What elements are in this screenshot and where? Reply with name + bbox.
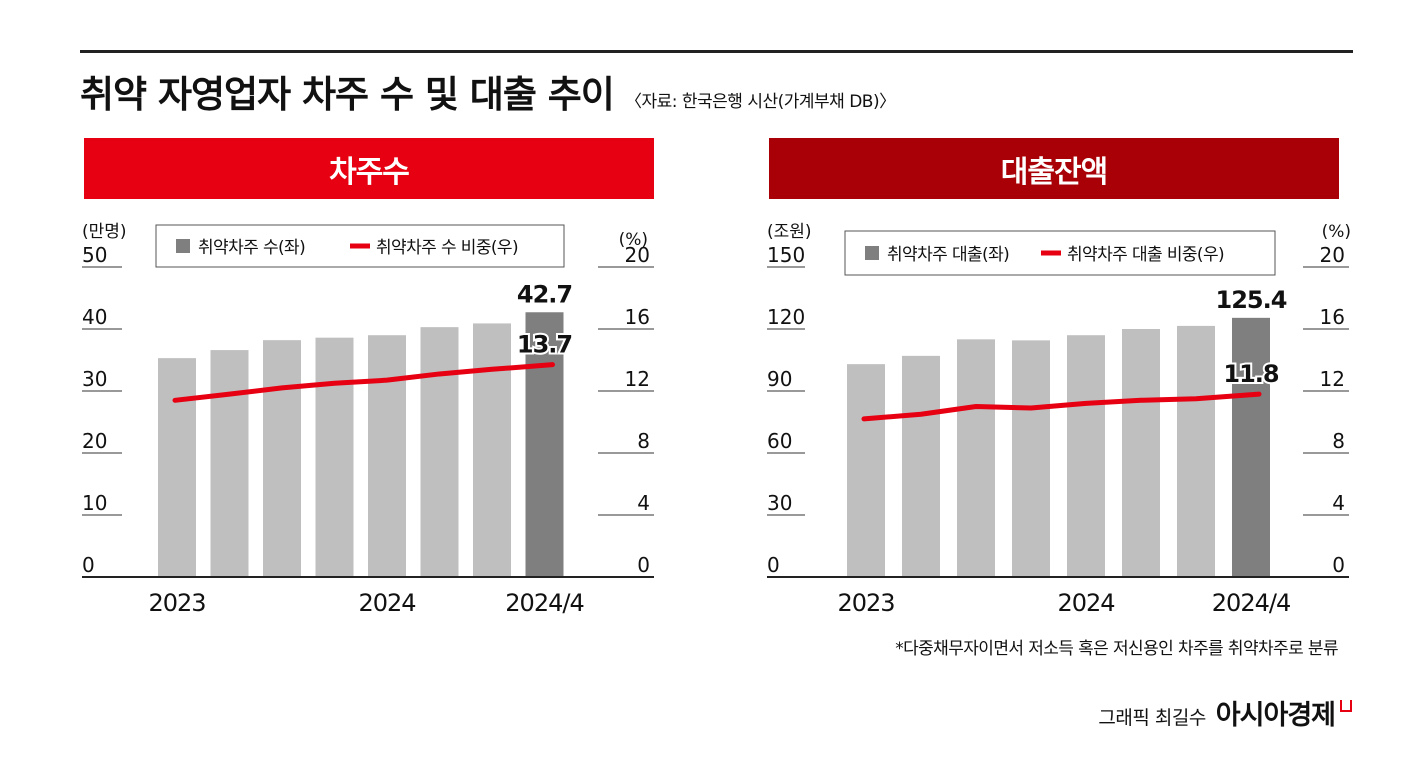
right-axis-unit: (%) <box>619 230 648 250</box>
x-tick-label: 2023 <box>837 589 894 617</box>
right-axis-unit: (%) <box>1322 222 1351 242</box>
brand-mark-icon <box>1340 700 1352 712</box>
bar <box>1232 317 1270 577</box>
source-note: 〈자료: 한국은행 시산(가계부채 DB)〉 <box>624 92 896 112</box>
bar <box>420 327 459 577</box>
bar <box>263 340 301 577</box>
left-tick-label: 30 <box>767 491 792 515</box>
left-tick-label: 120 <box>767 305 805 329</box>
line-data-label: 13.7 <box>517 331 572 359</box>
bar <box>847 364 885 577</box>
legend-bar-swatch <box>176 239 190 253</box>
left-tick-label: 0 <box>82 553 95 577</box>
page-title: 취약 자영업자 차주 수 및 대출 추이 <box>80 73 615 116</box>
x-tick-label: 2024/4 <box>1212 589 1290 617</box>
left-tick-label: 40 <box>82 305 107 329</box>
legend-line-label: 취약차주 수 비중(우) <box>376 238 518 258</box>
bar <box>957 339 995 577</box>
x-tick-label: 2024/4 <box>505 589 583 617</box>
left-tick-label: 150 <box>767 243 805 267</box>
bar <box>473 323 511 577</box>
legend-bar-label: 취약차주 수(좌) <box>198 238 305 258</box>
left-tick-label: 50 <box>82 243 107 267</box>
title-area: 취약 자영업자 차주 수 및 대출 추이 〈자료: 한국은행 시산(가계부채 D… <box>80 64 1353 120</box>
legend-bar-label: 취약차주 대출(좌) <box>887 245 1009 265</box>
left-axis-unit: (만명) <box>82 222 127 242</box>
credit-area: 그래픽 최길수 아시아경제 <box>1098 693 1352 732</box>
right-tick-label: 0 <box>637 553 650 577</box>
left-tick-label: 90 <box>767 367 792 391</box>
bar <box>1012 340 1050 577</box>
left-tick-label: 0 <box>767 553 780 577</box>
x-tick-label: 2024 <box>358 589 415 617</box>
right-tick-label: 20 <box>1320 243 1345 267</box>
bar <box>158 358 196 577</box>
brand-logo: 아시아경제 <box>1215 700 1336 731</box>
right-tick-label: 16 <box>625 305 650 329</box>
right-tick-label: 8 <box>1332 429 1345 453</box>
left-tick-label: 10 <box>82 491 107 515</box>
left-tick-label: 30 <box>82 367 107 391</box>
bar <box>315 337 354 577</box>
x-tick-label: 2024 <box>1057 589 1114 617</box>
x-tick-label: 2023 <box>148 589 205 617</box>
right-tick-label: 16 <box>1320 305 1345 329</box>
footnote: *다중채무자이면서 저소득 혹은 저신용인 차주를 취약차주로 분류 <box>895 639 1338 659</box>
left-tick-label: 60 <box>767 429 792 453</box>
right-tick-label: 8 <box>637 429 650 453</box>
right-tick-label: 0 <box>1332 553 1345 577</box>
right-tick-label: 12 <box>625 367 650 391</box>
bar <box>1067 335 1105 577</box>
bar-data-label: 125.4 <box>1216 286 1287 314</box>
left-tick-label: 20 <box>82 429 107 453</box>
chart-loan-balance: (조원) (%) 0 30 60 90 120 150 0 4 8 12 16 20 125.4 11.8 20… <box>767 222 1351 617</box>
legend-bar-swatch <box>865 246 879 260</box>
series-line <box>172 362 555 403</box>
bar-data-label: 42.7 <box>517 280 572 308</box>
right-tick-label: 12 <box>1320 367 1345 391</box>
legend-line-label: 취약차주 대출 비중(우) <box>1067 245 1224 265</box>
right-tick-label: 4 <box>637 491 650 515</box>
right-tick-label: 20 <box>625 243 650 267</box>
left-axis-unit: (조원) <box>767 222 812 242</box>
line-data-label: 11.8 <box>1223 360 1279 388</box>
top-rule <box>80 50 1353 53</box>
bar <box>368 335 406 577</box>
right-tick-label: 4 <box>1332 491 1345 515</box>
bar <box>525 312 564 577</box>
bar <box>210 350 249 577</box>
bar <box>902 355 940 577</box>
bar <box>1122 329 1160 577</box>
series-line <box>861 391 1262 422</box>
graphic-credit: 그래픽 최길수 <box>1098 707 1206 729</box>
panel-header-borrowers: 차주수 <box>84 138 654 199</box>
panel-header-loan-balance: 대출잔액 <box>769 138 1339 199</box>
chart-borrowers: (만명) (%) 0 10 20 30 40 50 0 4 8 12 16 20 42.7 13.7 2023 2… <box>82 222 654 617</box>
bar <box>1177 325 1215 577</box>
